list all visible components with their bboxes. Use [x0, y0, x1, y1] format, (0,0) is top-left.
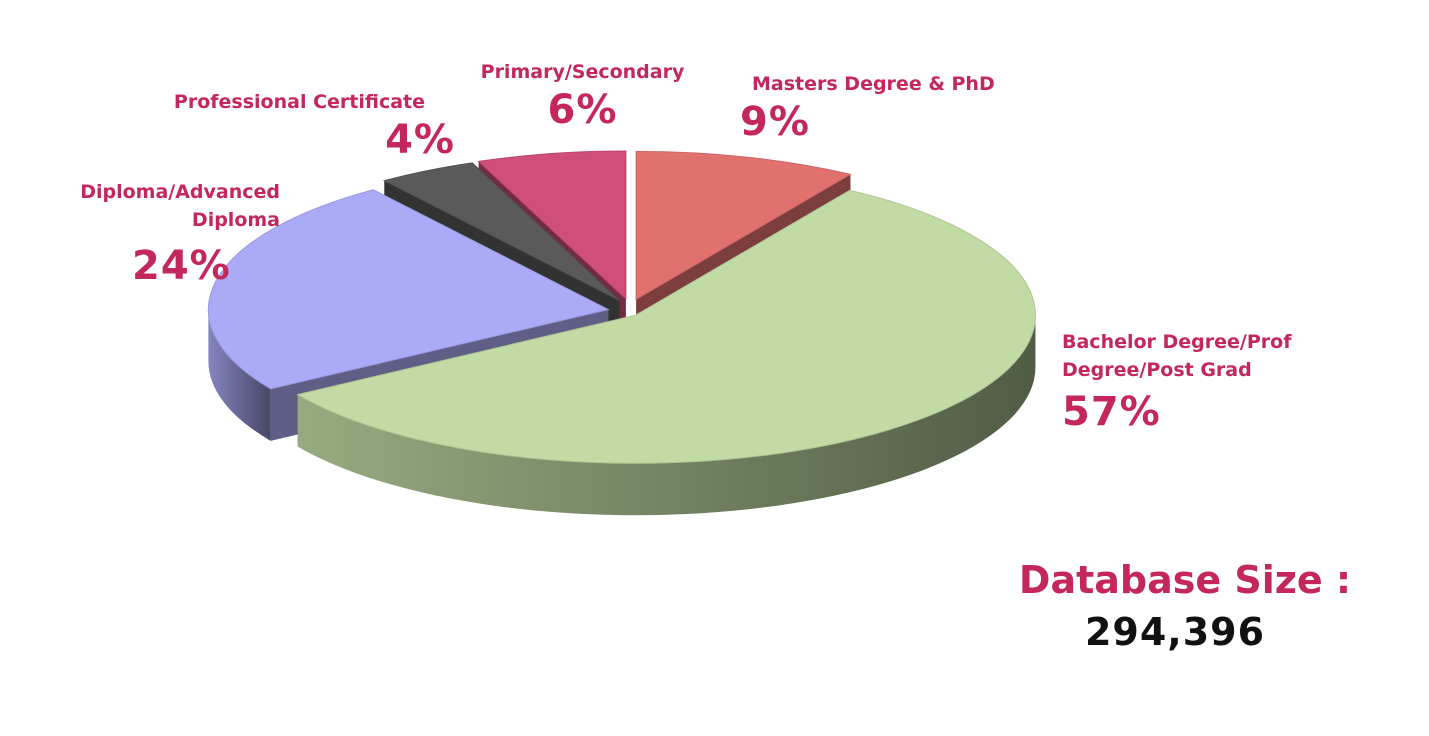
- pie-slice-top: [296, 189, 1036, 464]
- label-masters: Masters Degree & PhD 9%: [740, 70, 1052, 146]
- pie-slice-side: [208, 309, 271, 441]
- label-diploma-pct-wrap: 24%: [132, 242, 292, 290]
- label-masters-pct: 9%: [740, 99, 810, 145]
- label-diploma-name-line2: Diploma: [191, 209, 280, 231]
- label-primary-secondary-pct: 6%: [547, 87, 618, 133]
- label-professional: Professional Certificate 4%: [130, 88, 455, 164]
- label-primary-secondary-name: Primary/Secondary: [480, 61, 685, 83]
- label-diploma: Diploma/Advanced Diploma: [20, 178, 280, 234]
- label-masters-name: Masters Degree & PhD: [752, 73, 995, 95]
- pie-slice-top: [207, 189, 610, 390]
- label-professional-pct: 4%: [385, 117, 455, 163]
- database-size-title: Database Size :: [1018, 558, 1352, 602]
- pie-slice-side: [297, 315, 1036, 516]
- label-bachelor-name-line1: Bachelor Degree/Prof: [1062, 331, 1292, 353]
- label-bachelor-name-line2: Degree/Post Grad: [1062, 359, 1252, 381]
- pie-slice-bachelor-degree-prof-degree-post-grad: [296, 189, 1036, 516]
- label-bachelor-pct: 57%: [1062, 389, 1161, 435]
- label-bachelor: Bachelor Degree/Prof Degree/Post Grad 57…: [1062, 328, 1402, 436]
- pie-slice-top: [635, 150, 852, 301]
- pie-slice-top: [477, 150, 627, 301]
- label-diploma-pct: 24%: [132, 243, 231, 289]
- label-professional-name: Professional Certificate: [173, 91, 425, 113]
- database-size-value: 294,396: [1084, 610, 1266, 654]
- label-diploma-name-line1: Diploma/Advanced: [80, 181, 280, 203]
- label-primary-secondary: Primary/Secondary 6%: [450, 58, 715, 134]
- pie-slice-top: [382, 162, 620, 301]
